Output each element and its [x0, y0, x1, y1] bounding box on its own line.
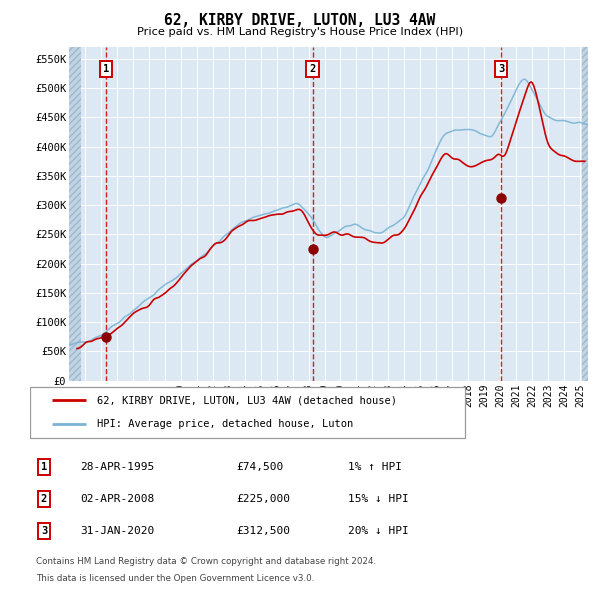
- Text: 20% ↓ HPI: 20% ↓ HPI: [348, 526, 409, 536]
- Text: 2: 2: [310, 64, 316, 74]
- Text: 3: 3: [499, 64, 505, 74]
- Text: Price paid vs. HM Land Registry's House Price Index (HPI): Price paid vs. HM Land Registry's House …: [137, 27, 463, 37]
- Text: £312,500: £312,500: [236, 526, 290, 536]
- Text: £74,500: £74,500: [236, 462, 284, 472]
- Text: 2: 2: [41, 494, 47, 504]
- Text: 1: 1: [41, 462, 47, 472]
- Text: 28-APR-1995: 28-APR-1995: [80, 462, 154, 472]
- Text: 1% ↑ HPI: 1% ↑ HPI: [348, 462, 402, 472]
- Text: 15% ↓ HPI: 15% ↓ HPI: [348, 494, 409, 504]
- Text: 62, KIRBY DRIVE, LUTON, LU3 4AW (detached house): 62, KIRBY DRIVE, LUTON, LU3 4AW (detache…: [97, 395, 397, 405]
- Text: HPI: Average price, detached house, Luton: HPI: Average price, detached house, Luto…: [97, 419, 353, 430]
- FancyBboxPatch shape: [30, 387, 465, 438]
- Text: 3: 3: [41, 526, 47, 536]
- Text: 62, KIRBY DRIVE, LUTON, LU3 4AW: 62, KIRBY DRIVE, LUTON, LU3 4AW: [164, 13, 436, 28]
- Text: This data is licensed under the Open Government Licence v3.0.: This data is licensed under the Open Gov…: [35, 573, 314, 582]
- Text: 1: 1: [103, 64, 109, 74]
- Text: 02-APR-2008: 02-APR-2008: [80, 494, 154, 504]
- Text: £225,000: £225,000: [236, 494, 290, 504]
- Bar: [581, 47, 588, 381]
- Text: 31-JAN-2020: 31-JAN-2020: [80, 526, 154, 536]
- Text: Contains HM Land Registry data © Crown copyright and database right 2024.: Contains HM Land Registry data © Crown c…: [35, 557, 376, 566]
- Bar: [69, 47, 81, 381]
